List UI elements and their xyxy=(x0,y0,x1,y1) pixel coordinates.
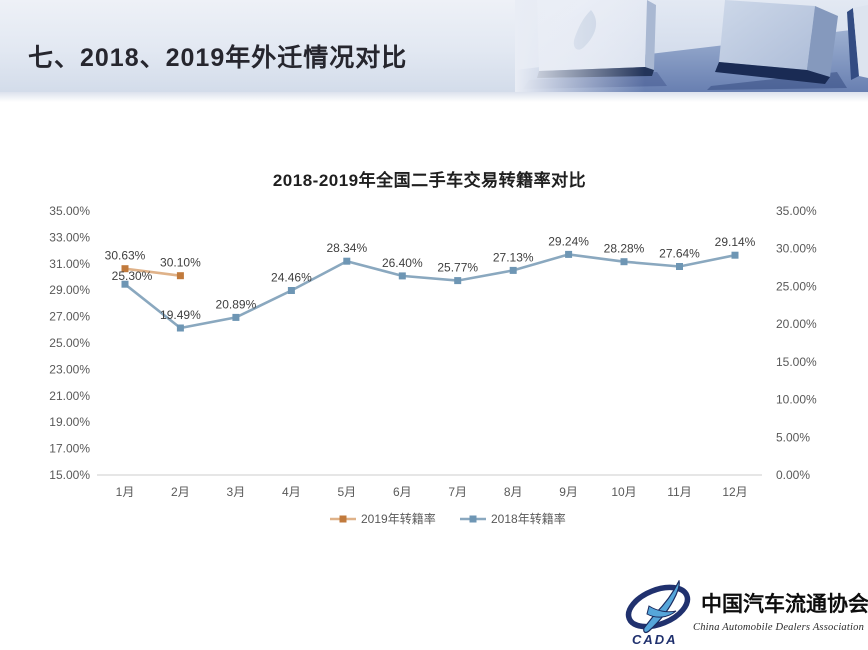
data-point-marker xyxy=(343,257,351,265)
x-axis-tick: 8月 xyxy=(504,485,523,499)
data-point-marker xyxy=(620,258,628,266)
x-axis-tick: 3月 xyxy=(227,485,246,499)
header-decoration-cubes xyxy=(515,0,868,92)
data-point-marker xyxy=(509,266,517,274)
y-axis-left-tick: 27.00% xyxy=(49,310,90,324)
cubes-illustration xyxy=(515,0,868,92)
emblem-swoosh xyxy=(643,580,680,634)
y-axis-right-tick: 30.00% xyxy=(776,242,817,256)
series-line xyxy=(124,267,181,277)
cube-edge xyxy=(847,8,859,80)
data-point-marker xyxy=(731,251,739,259)
y-axis-right-tick: 15.00% xyxy=(776,355,817,369)
data-point-marker xyxy=(121,280,129,288)
x-axis-tick: 12月 xyxy=(722,485,747,499)
y-axis-right-tick: 10.00% xyxy=(776,393,817,407)
y-axis-right-tick: 25.00% xyxy=(776,279,817,293)
cada-emblem-icon: CADA xyxy=(625,580,691,646)
slide-title: 七、2018、2019年外迁情况对比 xyxy=(28,44,408,72)
emblem-fin xyxy=(646,605,677,618)
y-axis-left-tick: 29.00% xyxy=(49,283,90,297)
data-point-label: 20.89% xyxy=(216,297,257,311)
y-axis-left-tick: 19.00% xyxy=(49,415,90,429)
slide-header: 七、2018、2019年外迁情况对比 xyxy=(0,0,868,102)
y-axis-left-tick: 25.00% xyxy=(49,336,90,350)
y-axis-right-tick: 20.00% xyxy=(776,317,817,331)
data-point-marker xyxy=(287,287,295,294)
data-point-marker xyxy=(676,263,683,270)
data-point-label: 28.34% xyxy=(326,241,367,255)
data-point-label: 30.10% xyxy=(160,256,201,270)
data-point-label: 27.13% xyxy=(493,250,534,264)
x-axis-tick: 2月 xyxy=(171,485,190,499)
scene-fade xyxy=(515,0,645,92)
cube-side xyxy=(645,0,656,70)
org-name-chinese: 中国汽车流通协会 xyxy=(701,592,868,616)
data-point-label: 25.30% xyxy=(112,269,153,283)
y-axis-left-tick: 17.00% xyxy=(49,442,90,456)
data-point-label: 29.14% xyxy=(715,235,756,249)
x-axis-tick: 1月 xyxy=(116,485,135,499)
y-axis-left-tick: 31.00% xyxy=(49,257,90,271)
y-axis-left-tick: 23.00% xyxy=(49,362,90,376)
legend-marker-sample xyxy=(339,515,347,523)
data-point-label: 24.46% xyxy=(271,271,312,285)
data-point-marker xyxy=(565,250,573,258)
legend-label: 2018年转籍率 xyxy=(491,511,566,526)
y-axis-right-tick: 5.00% xyxy=(776,430,810,444)
data-point-label: 27.64% xyxy=(659,247,700,261)
data-point-label: 29.24% xyxy=(548,234,589,248)
cada-acronym: CADA xyxy=(632,632,678,646)
x-axis-tick: 10月 xyxy=(611,485,636,499)
y-axis-right-tick: 35.00% xyxy=(776,204,817,218)
org-name-english: China Automobile Dealers Association xyxy=(693,622,865,633)
cube-front xyxy=(719,0,815,70)
cube-front xyxy=(853,5,868,78)
x-axis-tick: 7月 xyxy=(448,485,467,499)
data-point-label: 28.28% xyxy=(604,242,645,256)
x-axis-tick: 9月 xyxy=(559,485,578,499)
legend-label: 2019年转籍率 xyxy=(361,511,436,526)
data-point-marker xyxy=(121,265,129,273)
x-axis-tick: 4月 xyxy=(282,485,301,499)
x-axis-tick: 5月 xyxy=(337,485,356,499)
cube-edge xyxy=(715,62,830,84)
cube-side xyxy=(807,6,838,77)
data-point-marker xyxy=(176,272,184,280)
y-axis-left-tick: 35.00% xyxy=(49,204,90,218)
data-point-marker xyxy=(176,324,184,332)
chart-title: 2018-2019年全国二手车交易转籍率对比 xyxy=(272,171,587,190)
data-point-label: 30.63% xyxy=(105,249,146,263)
data-point-label: 25.77% xyxy=(437,261,478,275)
emblem-ellipse xyxy=(625,584,691,630)
y-axis-left-tick: 33.00% xyxy=(49,230,90,244)
data-point-label: 26.40% xyxy=(382,256,423,270)
y-axis-left-tick: 15.00% xyxy=(49,468,90,482)
data-point-label: 19.49% xyxy=(160,308,201,322)
x-axis-tick: 11月 xyxy=(667,485,691,499)
series-line xyxy=(124,253,736,330)
data-point-marker xyxy=(454,277,462,285)
data-point-marker xyxy=(232,313,240,321)
data-point-marker xyxy=(398,272,406,280)
x-axis-tick: 6月 xyxy=(393,485,412,499)
y-axis-left-tick: 21.00% xyxy=(49,389,90,403)
legend-marker-sample xyxy=(469,515,477,523)
y-axis-right-tick: 0.00% xyxy=(776,468,810,482)
